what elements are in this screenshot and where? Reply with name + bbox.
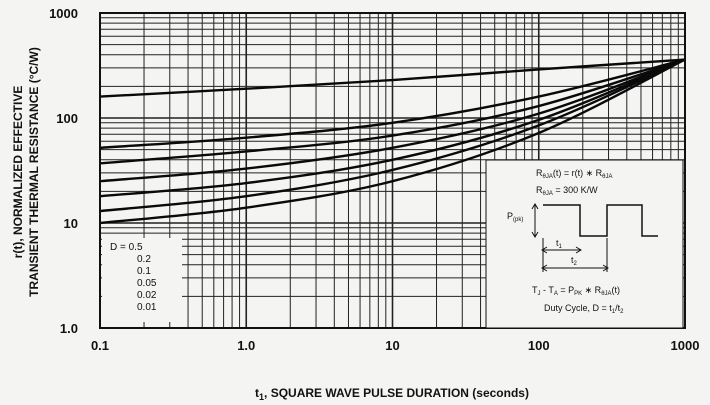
x-axis-title: t1, SQUARE WAVE PULSE DURATION (seconds) xyxy=(255,386,529,402)
inset-background xyxy=(485,159,684,329)
y-tick-label: 1000 xyxy=(49,6,78,21)
inset-r-rest: (t) = r(t) ∗ R xyxy=(553,168,603,178)
inset-rval-sub: θJA xyxy=(543,191,553,197)
curve-line-1 xyxy=(99,58,686,98)
x-tick-label: 100 xyxy=(528,338,550,353)
legend-entries: D = 0.50.20.10.050.020.01 xyxy=(110,242,157,313)
x-tick-labels: 0.1 1.0 10 100 1000 xyxy=(91,338,700,353)
p-arrow-heads xyxy=(531,203,539,238)
curve-line-5 xyxy=(99,58,686,198)
y-tick-labels: 1000 100 10 1.0 xyxy=(49,6,78,336)
t1-arrow-heads xyxy=(541,246,582,254)
duty-slash: /t xyxy=(615,303,621,313)
inset-rval: R xyxy=(536,185,543,195)
t2-label-sub: 2 xyxy=(574,261,578,267)
y-axis-title-line2: TRANSIENT THERMAL RESISTANCE (°C/W) xyxy=(27,47,41,297)
legend-entry: 0.05 xyxy=(137,278,157,289)
t2-arrow-heads xyxy=(541,264,609,272)
tj-mid3: ∗ R xyxy=(582,285,602,295)
y-axis-title-line1: r(t), NORMALIZED EFFECTIVE xyxy=(11,86,25,259)
inset-tj-line: TJ - TA = PPK ∗ RθJA(t) xyxy=(532,285,620,297)
inset-duty-line: Duty Cycle, D = t1/t2 xyxy=(544,303,624,315)
tj-sub2: A xyxy=(554,291,558,297)
legend-entry: 0.02 xyxy=(137,290,157,301)
tj-end: (t) xyxy=(612,285,621,295)
t2-label: t2 xyxy=(571,255,578,267)
curve-line-4 xyxy=(99,58,686,183)
legend: D = 0.50.20.10.050.020.01 xyxy=(102,238,182,322)
legend-box xyxy=(102,238,182,322)
legend-entry: 0.2 xyxy=(137,254,151,265)
duty-sub1: 1 xyxy=(612,309,616,315)
y-tick-label: 100 xyxy=(56,111,78,126)
tj-sub1: J xyxy=(538,291,541,297)
p-label-sub: (pk) xyxy=(513,217,523,223)
inset-r-sub2: θJA xyxy=(602,174,612,180)
x-tick-label: 0.1 xyxy=(91,338,109,353)
x-axis-title-rest: , SQUARE WAVE PULSE DURATION (seconds) xyxy=(264,386,529,400)
inset-r-sub: θJA xyxy=(543,174,553,180)
p-label-main: P xyxy=(507,211,513,221)
duty-sub2: 2 xyxy=(620,309,624,315)
inset-r: R xyxy=(536,168,543,178)
curve-line-6 xyxy=(99,58,686,213)
duty-a: Duty Cycle, D = t xyxy=(544,303,612,313)
legend-entry: D = 0.5 xyxy=(110,242,143,253)
y-tick-label: 1.0 xyxy=(60,321,78,336)
pulse-waveform xyxy=(543,204,658,237)
legend-entry: 0.1 xyxy=(137,266,151,277)
t1-label-sub: 1 xyxy=(559,244,563,250)
curve-line-2 xyxy=(99,58,686,150)
x-axis-title-sub: 1 xyxy=(259,392,264,402)
y-tick-label: 10 xyxy=(64,216,78,231)
x-tick-label: 10 xyxy=(385,338,399,353)
tj-t: T xyxy=(532,285,538,295)
x-tick-label: 1000 xyxy=(671,338,700,353)
p-label: P(pk) xyxy=(507,211,523,223)
tj-mid: - T xyxy=(541,285,555,295)
tj-sub4: θJA xyxy=(601,291,611,297)
inset-box: RθJA(t) = r(t) ∗ RθJA RθJA = 300 K/W P(p… xyxy=(485,159,684,329)
x-axis-title-t: t xyxy=(255,386,259,400)
inset-formula-line2: RθJA = 300 K/W xyxy=(536,185,598,197)
inset-formula-line1: RθJA(t) = r(t) ∗ RθJA xyxy=(536,168,612,180)
tj-sub3: PK xyxy=(574,291,582,297)
legend-entry: 0.01 xyxy=(137,302,157,313)
t1-label-main: t xyxy=(556,238,559,248)
curve-line-7 xyxy=(99,58,686,225)
t1-label: t1 xyxy=(556,238,563,250)
t2-label-main: t xyxy=(571,255,574,265)
tj-mid2: = P xyxy=(558,285,574,295)
x-tick-label: 1.0 xyxy=(237,338,255,353)
curve-group xyxy=(99,58,686,225)
curve-line-3 xyxy=(99,58,686,165)
plot-frame xyxy=(99,12,686,329)
inset-rval-rest: = 300 K/W xyxy=(553,185,598,195)
